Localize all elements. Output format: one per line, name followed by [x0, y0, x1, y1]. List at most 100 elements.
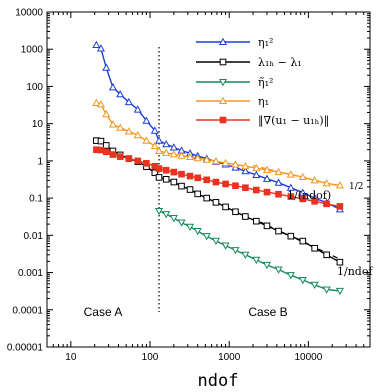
data-point [286, 183, 295, 191]
data-point [299, 195, 307, 203]
data-point [299, 237, 307, 245]
data-point [116, 89, 125, 98]
data-point [162, 176, 170, 183]
legend-marker [219, 58, 227, 66]
data-point [193, 153, 202, 162]
data-point [162, 166, 170, 174]
data-point [221, 242, 230, 250]
x-tick-label: 10000 [294, 352, 322, 363]
data-point [155, 165, 163, 172]
data-point [154, 207, 164, 216]
data-point [298, 172, 307, 181]
data-point [262, 174, 272, 182]
data-point [154, 136, 164, 144]
data-point [155, 174, 163, 181]
data-point [221, 158, 230, 167]
data-point [231, 247, 240, 255]
y-tick-label: 0.0001 [12, 305, 43, 316]
data-point [253, 217, 260, 225]
data-point [169, 215, 178, 223]
series-line [96, 102, 341, 187]
data-point [298, 276, 307, 285]
data-point [142, 116, 151, 124]
data-point [211, 156, 220, 165]
legend-label: λ₁ₕ − λ₁ [258, 56, 302, 69]
data-point [232, 182, 239, 190]
data-point [275, 190, 282, 198]
data-point [211, 237, 220, 246]
data-point [116, 153, 124, 160]
data-point [162, 148, 171, 156]
data-point [322, 286, 331, 294]
legend-label: η₁ [258, 95, 269, 108]
data-point [231, 160, 240, 168]
data-point [263, 188, 271, 196]
data-point [335, 181, 344, 189]
x-tick-label: 10 [65, 352, 77, 363]
data-point [92, 40, 101, 49]
data-point [232, 208, 239, 216]
legend-marker [218, 96, 228, 105]
data-point [133, 130, 142, 139]
data-point [286, 170, 295, 178]
data-point [311, 198, 318, 205]
data-point [263, 222, 271, 230]
data-point [310, 281, 319, 289]
series-line [96, 149, 341, 208]
data-point [108, 83, 117, 91]
data-point [124, 127, 133, 135]
legend: η₁² λ₁ₕ − λ₁ η̃₁² η₁ ‖∇(u₁ − u₁ₕ)‖ [196, 36, 329, 128]
x-axis-title: ndof [198, 371, 239, 391]
legend-marker [218, 37, 228, 46]
legend-marker [219, 116, 227, 124]
data-point [212, 178, 220, 186]
data-point [125, 155, 133, 162]
data-point [242, 184, 249, 192]
series-3 [154, 207, 344, 296]
y-tick-label: 0.01 [24, 231, 44, 242]
y-tick-label: 10000 [15, 8, 43, 19]
data-point [151, 169, 159, 177]
data-point [335, 287, 344, 296]
data-point [286, 272, 295, 280]
data-point [102, 63, 111, 71]
series-2 [93, 137, 344, 266]
data-point [185, 152, 195, 160]
data-point [96, 44, 105, 52]
data-point [143, 160, 150, 167]
data-point [222, 180, 229, 188]
y-tick-label: 100 [26, 82, 43, 93]
data-point [169, 150, 178, 158]
data-point [336, 258, 344, 266]
data-point [169, 143, 178, 151]
data-point [274, 178, 283, 186]
data-point [108, 120, 117, 128]
data-point [241, 166, 250, 175]
data-point [193, 228, 202, 236]
data-point [124, 97, 133, 106]
y-tick-label: 1 [37, 156, 43, 167]
y-tick-label: 0.1 [29, 194, 43, 205]
data-point [311, 244, 318, 252]
case-b-label: Case B [248, 305, 287, 319]
data-point [203, 176, 211, 184]
data-point [262, 261, 272, 270]
data-point [116, 123, 125, 131]
data-point [150, 126, 159, 134]
data-point [97, 146, 105, 154]
data-point [109, 151, 117, 158]
data-point [194, 174, 201, 182]
data-point [253, 186, 260, 194]
data-point [202, 233, 211, 241]
data-point [262, 165, 272, 174]
data-point [287, 232, 295, 240]
data-point [212, 199, 220, 206]
data-point [287, 193, 295, 200]
legend-marker [218, 78, 228, 87]
y-tick-label: 0.001 [18, 268, 43, 279]
legend-label: ‖∇(u₁ − u₁ₕ)‖ [258, 114, 329, 128]
data-point [133, 105, 142, 113]
data-point [162, 140, 171, 148]
y-tick-label: 10 [32, 119, 44, 130]
